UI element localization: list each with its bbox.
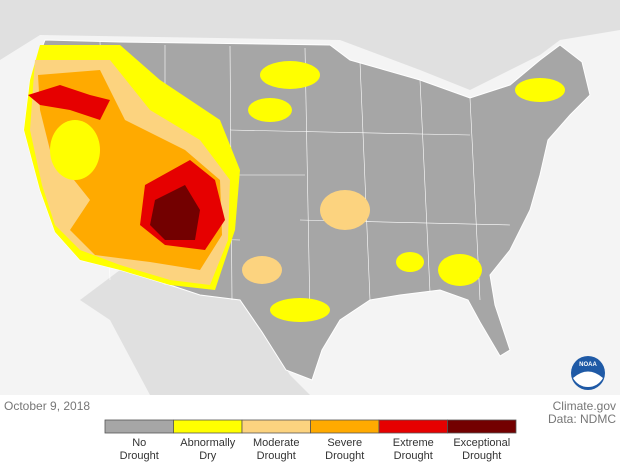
legend-label: No <box>132 437 146 449</box>
legend-label: Abnormally <box>180 437 236 449</box>
legend-label: Drought <box>120 450 159 462</box>
abnormally-dry-area <box>50 120 100 180</box>
extreme-drought-area <box>28 85 110 120</box>
moderate-drought-area <box>242 256 282 284</box>
legend: NoDroughtAbnormallyDryModerateDroughtSev… <box>104 419 517 462</box>
legend-label: Extreme <box>393 437 434 449</box>
legend-swatch <box>447 419 517 434</box>
legend-label: Drought <box>462 450 501 462</box>
credit: Climate.gov <box>553 399 616 413</box>
abnormally-dry-area <box>515 78 565 102</box>
legend-label: Dry <box>199 450 217 462</box>
abnormally-dry-area <box>248 98 292 122</box>
legend-label: Drought <box>325 450 364 462</box>
canada <box>0 0 620 90</box>
legend-swatch <box>104 419 174 434</box>
mexico <box>80 270 310 395</box>
legend-label: Severe <box>327 437 362 449</box>
abnormally-dry-area <box>438 254 482 286</box>
exceptional-drought-area <box>150 185 200 240</box>
legend-swatch <box>241 419 311 434</box>
moderate-drought-area <box>320 190 370 230</box>
noaa-logo: NOAA <box>571 356 605 390</box>
legend-label: Drought <box>257 450 296 462</box>
legend-label: Drought <box>394 450 433 462</box>
legend-swatch <box>173 419 243 434</box>
abnormally-dry-area <box>396 252 424 272</box>
legend-swatch <box>310 419 380 434</box>
logo-wave <box>573 371 603 387</box>
abnormally-dry-area <box>260 61 320 89</box>
legend-swatch <box>378 419 448 434</box>
drought-areas <box>24 45 565 322</box>
date: October 9, 2018 <box>4 399 90 413</box>
legend-label: Moderate <box>253 437 299 449</box>
source: Data: NDMC <box>548 412 616 426</box>
abnormally-dry-area <box>270 298 330 322</box>
logo-text: NOAA <box>579 362 597 368</box>
legend-label: Exceptional <box>453 437 510 449</box>
